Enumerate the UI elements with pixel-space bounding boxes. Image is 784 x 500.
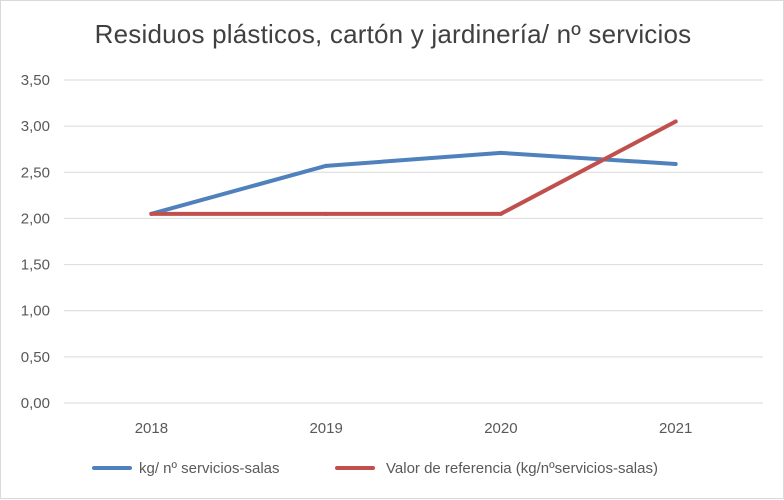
y-tick-label: 2,50 — [21, 164, 50, 181]
x-tick-label: 2018 — [135, 420, 168, 437]
data-point — [673, 161, 678, 166]
y-tick-label: 3,50 — [21, 72, 50, 89]
data-point — [324, 163, 329, 168]
y-tick-label: 0,50 — [21, 349, 50, 366]
chart-title: Residuos plásticos, cartón y jardinería/… — [94, 19, 692, 49]
series-line-1 — [149, 119, 678, 216]
legend-label: Valor de referencia (kg/nºservicios-sala… — [386, 460, 658, 477]
data-point — [673, 119, 678, 124]
x-tick-label: 2019 — [309, 420, 342, 437]
y-tick-label: 3,00 — [21, 118, 50, 135]
y-tick-label: 1,00 — [21, 303, 50, 320]
x-tick-label: 2021 — [659, 420, 692, 437]
data-point — [149, 211, 154, 216]
legend-label: kg/ nº servicios-salas — [139, 460, 280, 477]
x-tick-label: 2020 — [484, 420, 517, 437]
y-tick-label: 0,00 — [21, 395, 50, 412]
y-tick-label: 2,00 — [21, 210, 50, 227]
data-point — [324, 211, 329, 216]
y-tick-label: 1,50 — [21, 257, 50, 274]
series-line-0 — [149, 150, 678, 216]
data-point — [498, 150, 503, 155]
data-point — [498, 211, 503, 216]
